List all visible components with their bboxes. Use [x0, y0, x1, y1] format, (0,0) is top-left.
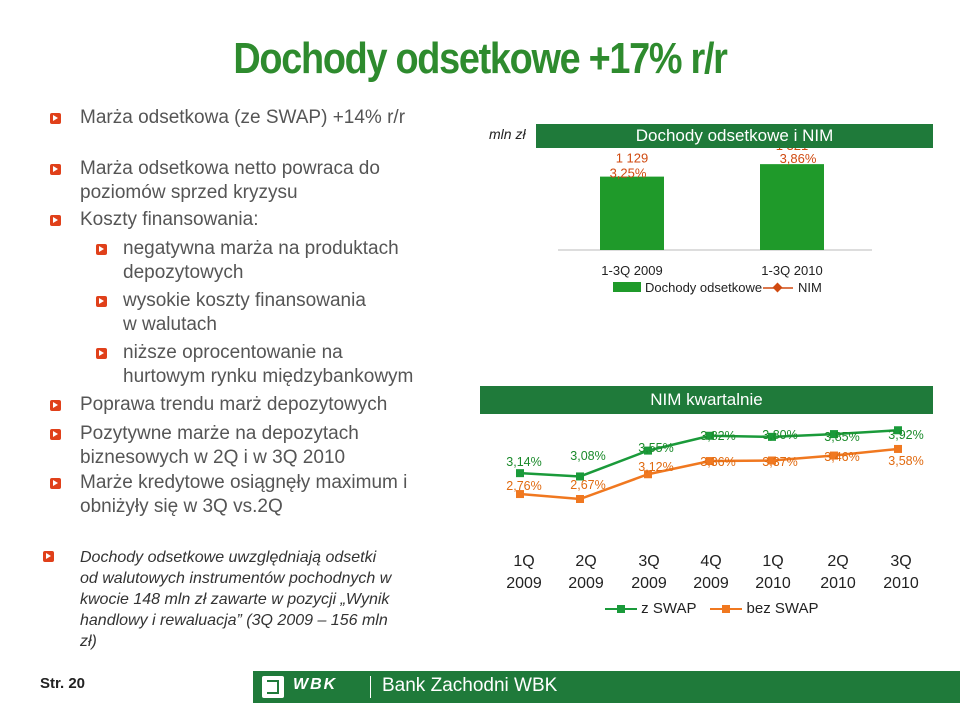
value-label-swap: 3,14% [506, 455, 541, 469]
chart2-title: NIM kwartalnie [650, 390, 763, 409]
bar-income [760, 164, 824, 250]
bullet-text: wysokie koszty finansowania w walutach [123, 290, 366, 335]
bullet-marker [96, 348, 107, 359]
point-noswap [644, 470, 652, 479]
bullet-text: negatywna marża na produktach depozytowy… [123, 238, 399, 283]
quarter-label: 2Q 2010 [820, 553, 856, 592]
point-swap [576, 472, 584, 481]
nim-value-label: 3,25% [610, 166, 647, 181]
bar-value-label: 1 321 [776, 148, 809, 153]
legend-noswap-marker [710, 605, 743, 614]
footnote-bullet [43, 551, 54, 562]
quarter-label: 3Q 2009 [631, 553, 667, 592]
bullet-marker [50, 478, 61, 489]
bullet-text: Pozytywne marże na depozytach biznesowyc… [80, 423, 359, 468]
footer-bar: WBK Bank Zachodni WBK [253, 671, 960, 703]
point-swap [644, 446, 652, 455]
chart2-legend: z SWAP bez SWAP [605, 600, 819, 617]
point-swap [894, 426, 902, 435]
bank-name: Bank Zachodni WBK [382, 675, 558, 696]
point-swap [768, 432, 776, 441]
value-label-swap: 3,92% [888, 428, 923, 442]
category-label: 1-3Q 2010 [761, 263, 822, 278]
bullet-marker [96, 296, 107, 307]
bullet-marker [50, 164, 61, 175]
wbk-logo: WBK [293, 676, 338, 693]
value-label-swap: 3,80% [762, 428, 797, 442]
bullet-marker [50, 429, 61, 440]
value-label-swap: 3,55% [638, 441, 673, 455]
point-swap [706, 431, 714, 440]
legend-swap-marker [605, 605, 637, 614]
bullet-marker [50, 215, 61, 226]
legend-swap-label: z SWAP [641, 600, 697, 617]
footnote-text: Dochody odsetkowe uwzględniają odsetki o… [80, 549, 392, 650]
point-noswap [830, 451, 838, 460]
quarter-label: 4Q 2009 [693, 553, 729, 592]
bullet-text: Marża odsetkowa netto powraca do poziomó… [80, 158, 380, 203]
legend-nim-label: NIM [798, 280, 822, 295]
legend-noswap-label: bez SWAP [746, 600, 819, 617]
nim-quarterly-chart: 3,14% 3,08% 3,55% 3,82% 3,80% 3,85% 3,92% 2,76%… [506, 426, 924, 503]
point-noswap [516, 490, 524, 499]
value-label-swap: 3,85% [824, 430, 859, 444]
bank-logo-icon [262, 676, 284, 698]
value-label-noswap: 3,58% [888, 454, 923, 468]
page-title: Dochody odsetkowe +17% r/r [233, 34, 728, 83]
bullet-text: niższe oprocentowanie na hurtowym rynku … [123, 342, 414, 387]
quarter-label: 2Q 2009 [568, 553, 604, 592]
quarter-label: 1Q 2009 [506, 553, 542, 592]
point-noswap [706, 457, 714, 466]
chart1-title: Dochody odsetkowe i NIM [635, 126, 834, 145]
point-swap [516, 469, 524, 478]
bar-value-label: 1 129 [616, 151, 649, 166]
bar-income [600, 176, 664, 250]
category-label: 1-3Q 2009 [601, 263, 662, 278]
bullet-marker [50, 400, 61, 411]
point-noswap [768, 456, 776, 465]
value-label-noswap: 3,12% [638, 460, 673, 474]
bullet-marker [50, 113, 61, 124]
bullet-text: Marża odsetkowa (ze SWAP) +14% r/r [80, 107, 406, 128]
quarter-label: 3Q 2010 [883, 553, 919, 592]
bullet-text: Koszty finansowania: [80, 209, 259, 230]
value-label-noswap: 3,46% [824, 450, 859, 464]
value-label-noswap: 3,36% [700, 455, 735, 469]
legend-income-label: Dochody odsetkowe [645, 280, 762, 295]
value-label-noswap: 3,37% [762, 455, 797, 469]
chart2-title-bar [480, 386, 933, 414]
value-label-noswap: 2,76% [506, 479, 541, 493]
point-noswap [894, 444, 902, 453]
point-swap [830, 430, 838, 439]
chart1-title-bar [536, 124, 933, 148]
value-label-noswap: 2,67% [570, 478, 605, 492]
page-number: Str. 20 [40, 675, 86, 692]
bullet-marker [96, 244, 107, 255]
value-label-swap: 3,82% [700, 429, 735, 443]
unit-label: mln zł [489, 126, 526, 142]
logo-divider [370, 676, 371, 698]
bullet-text: Marże kredytowe osiągnęły maximum i obni… [80, 472, 408, 517]
quarter-label: 1Q 2010 [755, 553, 791, 592]
legend-nim-marker [772, 282, 783, 293]
bullet-text: Poprawa trendu marż depozytowych [80, 394, 388, 415]
legend-income-swatch [613, 282, 641, 292]
nim-value-label: 3,86% [780, 151, 817, 166]
point-noswap [576, 495, 584, 503]
value-label-swap: 3,08% [570, 449, 605, 463]
